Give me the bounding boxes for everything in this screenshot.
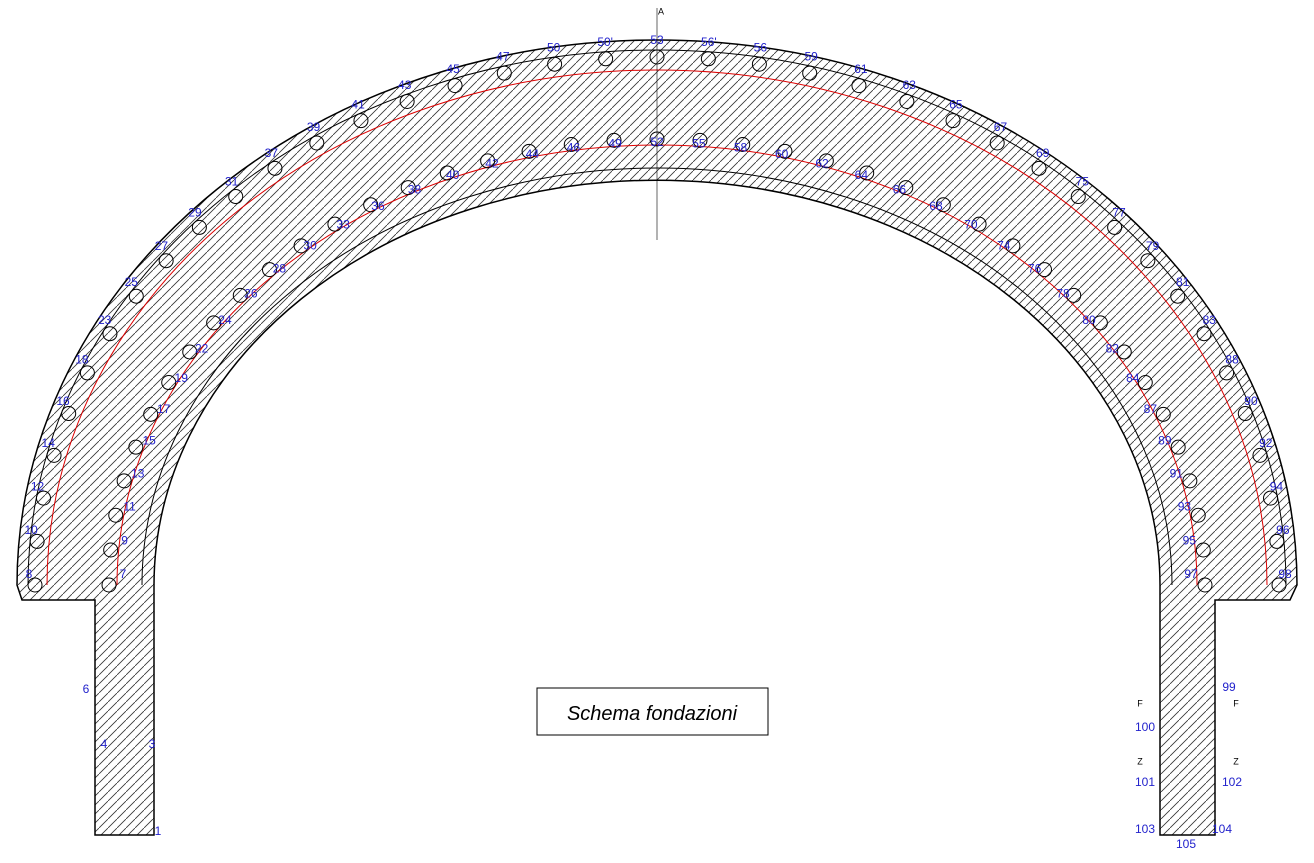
- pile-label: 70: [964, 218, 978, 232]
- pile-label: 80: [1082, 313, 1096, 327]
- pile-label: 27: [155, 239, 169, 253]
- pile-label: 15: [142, 434, 156, 448]
- pile-label: 95: [1183, 533, 1197, 547]
- section-mark: A: [658, 6, 664, 16]
- pile-label: 76: [1028, 262, 1042, 276]
- pile-label: 37: [265, 146, 279, 160]
- pile-label: 81: [1176, 275, 1190, 289]
- pile-label: 55: [692, 137, 706, 151]
- pile-label: 68: [929, 199, 943, 213]
- section-mark: Z: [1233, 756, 1239, 766]
- pile-label: 26: [244, 287, 258, 301]
- pile-label: 24: [218, 313, 232, 327]
- pile-label: 13: [131, 466, 145, 480]
- pile-label: 14: [42, 436, 56, 450]
- caption: Schema fondazioni: [567, 703, 738, 725]
- pile-label: 12: [31, 479, 45, 493]
- pile-label: 3: [149, 737, 156, 751]
- pile-label: 56: [754, 40, 768, 54]
- pile-label: 65: [949, 98, 963, 112]
- pile-label: 25: [125, 275, 139, 289]
- section-mark: Z: [1137, 756, 1143, 766]
- pile-label: 101: [1135, 775, 1155, 789]
- pile-label: 49: [608, 137, 622, 151]
- pile-label: 19: [175, 371, 189, 385]
- pile-label: 93: [1178, 500, 1192, 514]
- pile-label: 23: [98, 313, 112, 327]
- pile-label: 36: [371, 199, 385, 213]
- pile-label: 61: [854, 62, 868, 76]
- pile-label: 33: [336, 218, 350, 232]
- pile-label: 30: [304, 239, 318, 253]
- pile-label: 90: [1244, 394, 1258, 408]
- pile-label: 89: [1158, 434, 1172, 448]
- pile-label: 42: [485, 156, 499, 170]
- pile-label: 67: [994, 120, 1008, 134]
- pile-label: 29: [188, 206, 202, 220]
- pile-label: 31: [225, 174, 239, 188]
- pile-label: 6: [83, 682, 90, 696]
- pile-label: 102: [1222, 775, 1242, 789]
- pile-label: 4: [101, 737, 108, 751]
- pile-label: 63: [903, 78, 917, 92]
- pile-label: 77: [1112, 206, 1126, 220]
- pile-label: 47: [496, 50, 510, 64]
- pile-label: 56': [701, 35, 717, 49]
- pile-label: 69: [1036, 146, 1050, 160]
- pile-label: 60: [775, 147, 789, 161]
- pile-label: 82: [1106, 341, 1120, 355]
- pile-label: 43: [398, 78, 412, 92]
- section-mark: F: [1137, 698, 1143, 708]
- pile-label: 18: [75, 353, 89, 367]
- pile-label: 74: [997, 239, 1011, 253]
- pile-label: 84: [1126, 371, 1140, 385]
- pile-label: 40: [446, 168, 460, 182]
- pile-label: 9: [121, 533, 128, 547]
- pile-label: 94: [1270, 479, 1284, 493]
- pile-label: 52: [650, 135, 664, 149]
- pile-label: 45: [446, 62, 460, 76]
- pile-label: 104: [1212, 822, 1232, 836]
- pile-label: 46: [567, 140, 581, 154]
- pile-label: 50': [597, 35, 613, 49]
- pile-label: 10: [24, 523, 38, 537]
- pile-label: 38: [408, 182, 422, 196]
- pile-label: 11: [123, 500, 136, 514]
- pile-label: 79: [1146, 239, 1160, 253]
- pile-label: 44: [526, 147, 540, 161]
- pile-label: 75: [1076, 174, 1090, 188]
- section-mark: F: [1233, 698, 1239, 708]
- drawing: Schema fondazioni 8101214161823252729313…: [0, 0, 1314, 863]
- pile-label: 41: [351, 98, 365, 112]
- pile-label: 16: [56, 394, 70, 408]
- pile-label: 88: [1225, 353, 1239, 367]
- pile-label: 7: [120, 567, 127, 581]
- pile-label: 98: [1278, 567, 1292, 581]
- pile-label: 97: [1184, 567, 1198, 581]
- pile-label: 50: [547, 40, 561, 54]
- pile-label: 28: [273, 262, 287, 276]
- pile-label: 64: [855, 168, 869, 182]
- pile-label: 96: [1276, 523, 1290, 537]
- pile-label: 87: [1144, 402, 1158, 416]
- pile-label: 83: [1203, 313, 1217, 327]
- pile-label: 17: [157, 402, 171, 416]
- pile-label: 62: [815, 156, 829, 170]
- pile-label: 53: [650, 33, 664, 47]
- pile-label: 59: [804, 50, 818, 64]
- pile-label: 92: [1259, 436, 1273, 450]
- pile-label: 78: [1056, 287, 1070, 301]
- pile-label: 58: [734, 140, 748, 154]
- pile-label: 103: [1135, 822, 1155, 836]
- pile-label: 99: [1222, 680, 1236, 694]
- pile-label: 100: [1135, 720, 1155, 734]
- pile-label: 22: [195, 341, 209, 355]
- pile-label: 39: [307, 120, 321, 134]
- pile-label: 1: [155, 824, 162, 838]
- pile-label: 66: [893, 182, 907, 196]
- pile-label: 105: [1176, 837, 1196, 851]
- pile-label: 8: [26, 567, 33, 581]
- pile-label: 91: [1170, 466, 1184, 480]
